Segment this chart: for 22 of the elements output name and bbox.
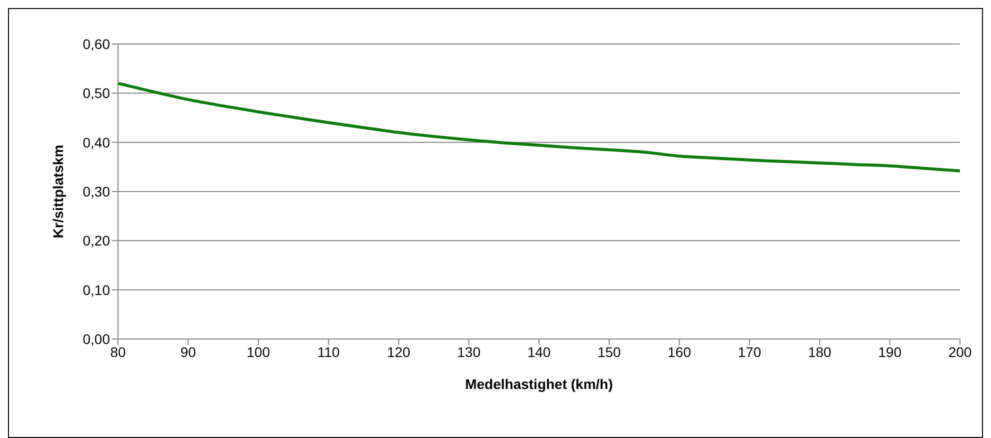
x-tick-label: 120 — [386, 344, 411, 360]
y-tick-label: 0,20 — [82, 232, 110, 249]
y-tick-label: 0,50 — [82, 85, 110, 102]
y-tick-label: 0,30 — [82, 183, 110, 200]
y-tick-label: 0,10 — [82, 282, 110, 298]
x-tick-label: 140 — [527, 344, 551, 360]
x-tick-label: 160 — [668, 344, 692, 360]
x-tick-label: 150 — [597, 344, 622, 360]
y-axis-title: Kr/sittplatskm — [50, 144, 66, 238]
x-tick-label: 170 — [738, 344, 762, 360]
x-tick-label: 80 — [110, 344, 126, 360]
x-tick-label: 180 — [808, 344, 832, 360]
y-tick-label: 0,40 — [82, 134, 110, 150]
x-axis-title: Medelhastighet (km/h) — [465, 376, 613, 392]
y-tick-label: 0,60 — [82, 36, 110, 52]
x-tick-label: 200 — [948, 344, 972, 360]
x-tick-label: 100 — [246, 344, 270, 360]
x-tick-label: 110 — [317, 344, 340, 360]
x-tick-label: 190 — [878, 344, 902, 360]
y-tick-label: 0,00 — [82, 330, 110, 347]
x-tick-label: 130 — [457, 344, 481, 360]
x-tick-label: 90 — [180, 344, 196, 360]
